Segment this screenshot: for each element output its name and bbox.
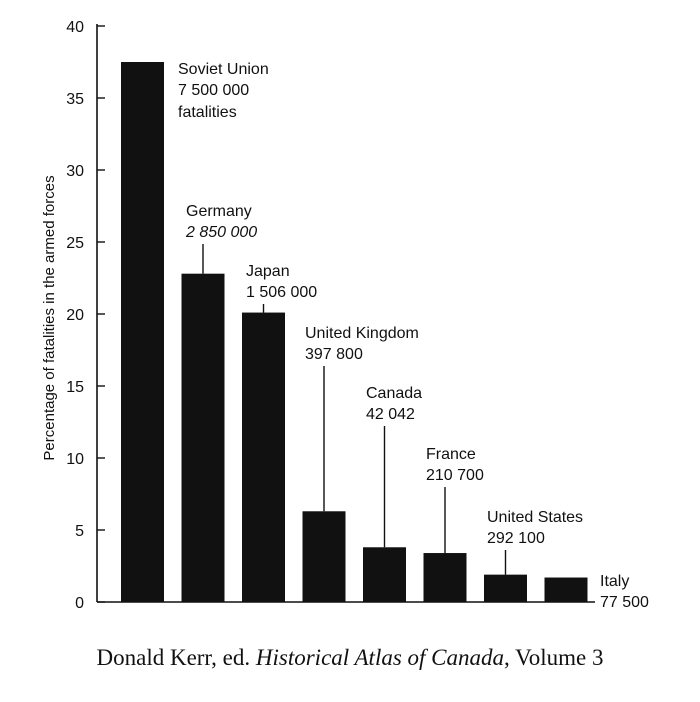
caption-author: Donald Kerr, ed. — [96, 645, 256, 670]
bar-label-name: Japan — [246, 263, 290, 280]
bar-label-name: United States — [487, 509, 583, 526]
bar-chart: 0 5 10 15 20 25 30 35 40 Percentage of fatalities… — [41, 19, 649, 612]
bar-4 — [302, 511, 346, 602]
bar-6 — [423, 553, 467, 602]
bar-label-fatalities: 42 042 — [366, 406, 415, 423]
bar-label-fatalities: 397 800 — [305, 346, 363, 363]
bar-label-name: France — [426, 446, 476, 463]
bar-label-fatalities: 292 100 — [487, 530, 545, 547]
y-tick-label: 20 — [66, 307, 84, 324]
bar-8 — [544, 577, 588, 602]
caption-title: Historical Atlas of Canada — [255, 645, 505, 670]
bar-label-fatalities: 210 700 — [426, 467, 484, 484]
caption-volume: , Volume 3 — [504, 645, 604, 670]
y-axis-title: Percentage of fatalities in the armed fo… — [41, 175, 58, 460]
y-tick-label: 15 — [66, 379, 84, 396]
bar-1 — [121, 62, 164, 602]
y-tick-label: 25 — [66, 235, 84, 252]
y-tick-label: 5 — [75, 523, 84, 540]
bar-label-name: Italy — [600, 573, 629, 590]
source-caption: Donald Kerr, ed. Historical Atlas of Can… — [0, 645, 700, 671]
bar-3 — [242, 312, 285, 602]
y-tick-label: 40 — [66, 19, 84, 36]
y-tick-label: 35 — [66, 91, 84, 108]
bar-5 — [363, 547, 406, 602]
bar-label-fatalities: 2 850 000 — [185, 224, 257, 241]
y-tick-label: 10 — [66, 451, 84, 468]
bar-label-name: Canada — [366, 385, 422, 402]
bar-7 — [484, 574, 527, 602]
bar-label-name: United Kingdom — [305, 325, 419, 342]
bar-label-suffix: fatalities — [178, 104, 237, 121]
bar-label-name: Soviet Union — [178, 61, 269, 78]
bar-label-fatalities: 77 500 — [600, 594, 649, 611]
y-tick-label: 30 — [66, 163, 84, 180]
bar-label-fatalities: 7 500 000 — [178, 82, 249, 99]
bar-label-name: Germany — [186, 203, 252, 220]
y-tick-label: 0 — [75, 595, 84, 612]
bar-2 — [181, 273, 225, 602]
bar-label-fatalities: 1 506 000 — [246, 284, 317, 301]
